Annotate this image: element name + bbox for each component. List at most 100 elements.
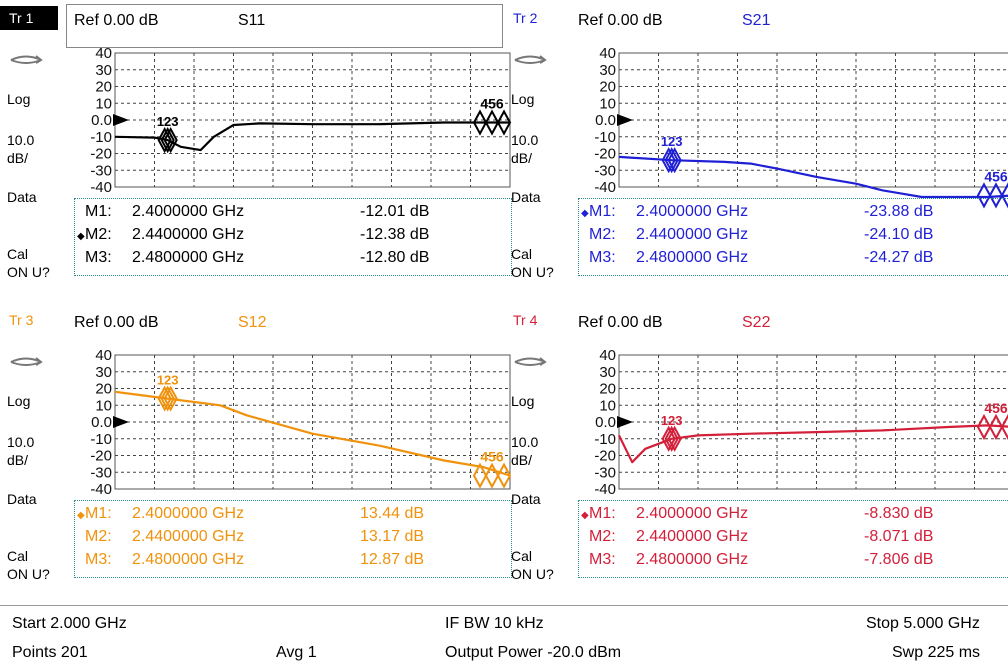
format-label[interactable]: Log: [511, 393, 535, 409]
marker-frequency: 2.4800000 GHz: [132, 551, 245, 568]
marker-value: -23.88 dB: [864, 203, 934, 220]
marker-row[interactable]: M2: 2.4400000 GHz 13.17 dB: [75, 528, 513, 552]
sweep-time[interactable]: Swp 225 ms: [892, 644, 981, 661]
marker-row[interactable]: M3: 2.4800000 GHz -12.80 dB: [75, 249, 513, 273]
reference-line-arrow[interactable]: [617, 416, 633, 428]
scale-unit[interactable]: dB/: [511, 452, 533, 468]
trace-pane-3: Tr 3 Log 10.0 dB/ Data Cal ON U? Ref 0.0…: [0, 302, 512, 604]
marker-group-label: 456: [480, 96, 504, 112]
y-tick-label: 20: [599, 381, 616, 398]
scale-unit[interactable]: dB/: [7, 150, 29, 166]
reference-line-arrow[interactable]: [113, 416, 129, 428]
y-tick-label: 0.0: [595, 112, 616, 129]
ref-level[interactable]: Ref 0.00 dB: [578, 314, 663, 331]
marker-value: 12.87 dB: [360, 551, 425, 568]
s-parameter[interactable]: S11: [238, 12, 266, 29]
trace-badge[interactable]: Tr 1: [0, 6, 58, 30]
marker-row[interactable]: M3: 2.4800000 GHz -7.806 dB: [579, 551, 1008, 575]
ref-level[interactable]: Ref 0.00 dB: [578, 12, 663, 29]
format-label[interactable]: Log: [7, 91, 31, 107]
marker-row[interactable]: M2: 2.4400000 GHz -24.10 dB: [579, 226, 1008, 250]
marker-group-456[interactable]: [472, 462, 512, 489]
marker-row[interactable]: M3: 2.4800000 GHz -24.27 dB: [579, 249, 1008, 273]
rotate-arrow-icon[interactable]: [512, 52, 548, 66]
y-tick-label: 40: [95, 347, 112, 364]
scale-unit[interactable]: dB/: [7, 452, 29, 468]
scale-unit[interactable]: dB/: [511, 150, 533, 166]
cal-label[interactable]: Cal: [7, 246, 29, 262]
scale-value[interactable]: 10.0: [511, 132, 539, 148]
trace-sidebar: Tr 3 Log 10.0 dB/ Data Cal ON U?: [0, 302, 66, 604]
marker-name: M2:: [589, 528, 616, 545]
rotate-arrow-icon[interactable]: [8, 52, 44, 66]
format-label[interactable]: Log: [7, 393, 31, 409]
marker-row[interactable]: M3: 2.4800000 GHz 12.87 dB: [75, 551, 513, 575]
marker-row[interactable]: ◆ M1: 2.4000000 GHz -8.830 dB: [579, 505, 1008, 529]
output-power[interactable]: Output Power -20.0 dBm: [445, 644, 622, 661]
scale-value[interactable]: 10.0: [7, 434, 35, 450]
marker-name: M2:: [85, 226, 112, 243]
marker-group-123[interactable]: [157, 127, 178, 154]
marker-group-123[interactable]: [157, 385, 178, 412]
scale-value[interactable]: 10.0: [7, 132, 35, 148]
trace-line-s22[interactable]: [618, 424, 1008, 464]
trace-line-s12[interactable]: [114, 390, 511, 477]
cal-label[interactable]: Cal: [7, 548, 29, 564]
marker-group-456[interactable]: [472, 109, 512, 136]
marker-group-456[interactable]: [976, 413, 1008, 441]
marker-name: M2:: [589, 226, 616, 243]
y-tick-label: -10: [90, 129, 112, 146]
marker-row[interactable]: ◆ M1: 2.4000000 GHz 13.44 dB: [75, 505, 513, 529]
marker-row[interactable]: M2: 2.4400000 GHz -8.071 dB: [579, 528, 1008, 552]
marker-group-456[interactable]: [976, 182, 1008, 209]
data-label[interactable]: Data: [7, 189, 37, 205]
y-tick-label: 30: [95, 62, 112, 79]
marker-table: ◆ M1: 2.4000000 GHz 13.44 dB M2: 2.4400000 GH…: [74, 500, 512, 578]
s-parameter[interactable]: S22: [742, 314, 771, 331]
data-label[interactable]: Data: [511, 189, 541, 205]
reference-line-arrow[interactable]: [617, 114, 633, 126]
trace-badge[interactable]: Tr 3: [9, 312, 34, 328]
reference-line-arrow[interactable]: [113, 114, 129, 126]
scale-value[interactable]: 10.0: [511, 434, 539, 450]
if-bandwidth[interactable]: IF BW 10 kHz: [445, 615, 544, 632]
cal-status[interactable]: ON U?: [7, 566, 50, 582]
format-label[interactable]: Log: [511, 91, 535, 107]
marker-row[interactable]: ◆ M2: 2.4400000 GHz -12.38 dB: [75, 226, 513, 250]
stop-frequency[interactable]: Stop 5.000 GHz: [866, 615, 980, 632]
marker-frequency: 2.4400000 GHz: [132, 226, 245, 243]
start-frequency[interactable]: Start 2.000 GHz: [12, 615, 127, 632]
s-parameter[interactable]: S12: [238, 314, 267, 331]
trace-badge[interactable]: Tr 2: [513, 10, 538, 26]
data-label[interactable]: Data: [511, 491, 541, 507]
trace-line-s21[interactable]: [618, 155, 1008, 199]
marker-row[interactable]: M1: 2.4000000 GHz -12.01 dB: [75, 203, 513, 227]
sweep-points[interactable]: Points 201: [12, 644, 88, 661]
marker-frequency: 2.4800000 GHz: [636, 551, 749, 568]
cal-label[interactable]: Cal: [511, 548, 533, 564]
marker-group-123[interactable]: [661, 425, 682, 452]
data-label[interactable]: Data: [7, 491, 37, 507]
cal-status[interactable]: ON U?: [7, 264, 50, 280]
ref-level[interactable]: Ref 0.00 dB: [74, 12, 159, 29]
rotate-arrow-icon[interactable]: [512, 354, 548, 368]
rotate-arrow-icon[interactable]: [8, 354, 44, 368]
cal-status[interactable]: ON U?: [511, 566, 554, 582]
averaging[interactable]: Avg 1: [276, 644, 317, 661]
marker-name: M1:: [589, 203, 616, 220]
marker-name: M1:: [85, 203, 112, 220]
marker-group-label: 123: [157, 114, 179, 129]
marker-frequency: 2.4400000 GHz: [636, 226, 749, 243]
s-parameter[interactable]: S21: [742, 12, 771, 29]
marker-row[interactable]: ◆ M1: 2.4000000 GHz -23.88 dB: [579, 203, 1008, 227]
marker-group-123[interactable]: [661, 147, 682, 174]
trace-badge[interactable]: Tr 4: [513, 312, 538, 328]
cal-label[interactable]: Cal: [511, 246, 533, 262]
y-tick-label: -40: [90, 179, 112, 196]
ref-level[interactable]: Ref 0.00 dB: [74, 314, 159, 331]
cal-status[interactable]: ON U?: [511, 264, 554, 280]
